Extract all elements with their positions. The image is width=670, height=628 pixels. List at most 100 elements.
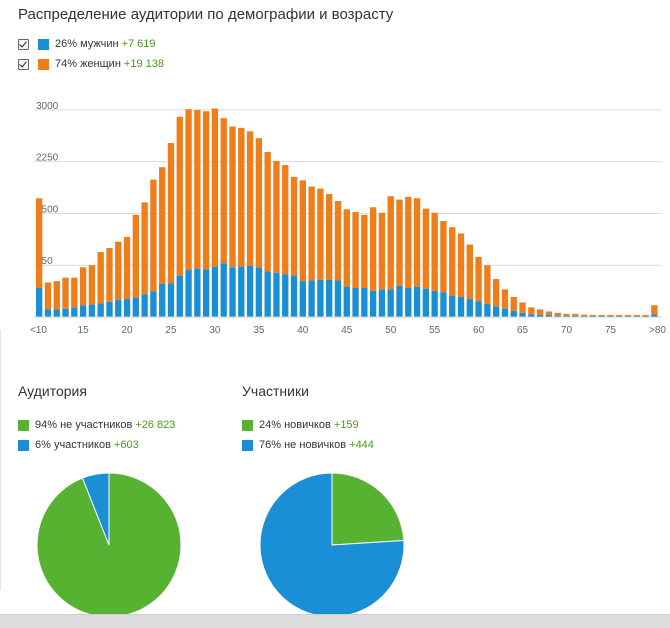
bar-male-51: [484, 303, 491, 317]
bar-female-62: [580, 314, 588, 316]
participants-legend-item-0[interactable]: 24% новичков +159: [242, 419, 359, 431]
bar-female-65: [607, 314, 614, 316]
bar-male-7: [97, 303, 104, 317]
bar-male-0: [36, 288, 43, 317]
bar-female-53: [501, 289, 509, 309]
bar-male-45: [431, 290, 438, 317]
bar-male-29: [290, 275, 298, 317]
bar-male-65: [607, 315, 614, 317]
x-tick-label-14: >80: [649, 325, 666, 336]
bar-male-34: [334, 280, 342, 317]
bar-male-21: [220, 263, 227, 317]
y-tick-label-1: 1500: [36, 204, 59, 215]
bar-male-19: [202, 269, 210, 317]
bar-female-66: [616, 314, 623, 316]
bar-male-25: [255, 267, 263, 317]
bar-male-11: [132, 297, 140, 317]
x-tick-label-6: 40: [297, 325, 309, 336]
bar-female-19: [202, 111, 210, 270]
audience-delta-1: +603: [113, 439, 139, 451]
bar-female-11: [132, 214, 140, 298]
bar-male-52: [493, 306, 500, 317]
participants-label-1: 76% не новичков: [259, 439, 347, 451]
male-checkbox[interactable]: [18, 38, 29, 50]
bar-female-25: [255, 138, 263, 268]
bar-male-54: [510, 310, 517, 317]
audience-legend-item-1[interactable]: 6% участников +603: [18, 439, 139, 451]
bar-male-40: [387, 289, 394, 317]
participants-delta-0: +159: [333, 419, 359, 431]
bar-female-5: [79, 267, 87, 306]
x-tick-label-5: 35: [253, 325, 265, 336]
horizontal-scrollbar[interactable]: [0, 614, 670, 628]
audience-title: Аудитория: [18, 383, 87, 399]
bar-male-13: [150, 291, 157, 317]
bar-female-41: [396, 199, 403, 286]
x-tick-label-0: <10: [30, 325, 47, 336]
bar-male-30: [299, 281, 306, 317]
bar-female-55: [519, 302, 526, 313]
bar-female-32: [317, 188, 324, 280]
bar-male-27: [273, 272, 280, 317]
participants-pie-slice-0: [331, 472, 405, 546]
bar-female-20: [211, 108, 219, 267]
bar-female-2: [53, 281, 60, 310]
y-tick-label-3: 3000: [36, 101, 59, 112]
bar-male-42: [405, 288, 412, 317]
bar-female-57: [536, 309, 544, 315]
bar-male-48: [457, 296, 465, 317]
female-checkbox[interactable]: [18, 58, 29, 70]
male-label: 26% мужчин: [55, 38, 119, 50]
participants-swatch-1: [242, 439, 253, 451]
bar-female-38: [369, 207, 377, 291]
bar-female-47: [449, 227, 456, 296]
bar-female-16: [176, 116, 183, 276]
bar-female-46: [440, 221, 447, 293]
audience-label-0: 94% не участников: [35, 419, 133, 431]
male-delta: +7 619: [121, 38, 156, 50]
audience-legend-item-0[interactable]: 94% не участников +26 823: [18, 419, 175, 431]
x-tick-label-10: 60: [473, 325, 485, 336]
bar-male-41: [396, 285, 403, 317]
x-tick-label-2: 20: [121, 325, 133, 336]
bar-male-8: [106, 301, 113, 317]
bar-female-69: [642, 314, 649, 316]
bar-male-1: [44, 309, 52, 317]
bar-female-9: [115, 241, 122, 300]
bar-male-68: [633, 315, 640, 317]
participants-label-0: 24% новичков: [259, 419, 331, 431]
participants-pie-slice-1: [259, 472, 405, 618]
bar-female-31: [308, 186, 315, 281]
bar-female-36: [352, 212, 359, 289]
bar-female-18: [194, 109, 201, 269]
bar-female-0: [36, 198, 43, 289]
y-tick-label-0: 750: [36, 256, 53, 267]
bar-female-29: [290, 176, 298, 276]
participants-swatch-0: [242, 419, 253, 431]
legend-item-female[interactable]: 74% женщин +19 138: [18, 58, 164, 70]
bar-female-34: [334, 201, 342, 281]
audience-label-1: 6% участников: [35, 439, 111, 451]
age-bar-chart: 750 1500 2250 3000 <10 15 20 25 30 35 40 45 50 55 60 65…: [30, 101, 666, 336]
bar-male-59: [554, 315, 561, 317]
bar-female-49: [466, 244, 473, 300]
audience-delta-0: +26 823: [135, 419, 176, 431]
bar-female-60: [563, 313, 570, 316]
bar-female-50: [475, 256, 482, 302]
bar-female-40: [387, 196, 394, 290]
bar-female-33: [326, 194, 333, 280]
audience-swatch-1: [18, 439, 29, 451]
bar-female-8: [106, 247, 113, 302]
participants-legend-item-1[interactable]: 76% не новичков +444: [242, 439, 374, 451]
bar-male-6: [88, 304, 96, 317]
bar-male-63: [589, 315, 597, 317]
legend-item-male[interactable]: 26% мужчин +7 619: [18, 38, 156, 50]
bar-male-62: [580, 315, 588, 317]
bar-female-61: [572, 313, 579, 316]
bar-female-68: [633, 314, 640, 316]
bar-male-35: [343, 286, 350, 317]
bar-male-2: [53, 309, 60, 317]
bar-female-59: [554, 312, 561, 316]
bar-female-42: [405, 196, 412, 289]
bar-female-27: [273, 160, 280, 273]
